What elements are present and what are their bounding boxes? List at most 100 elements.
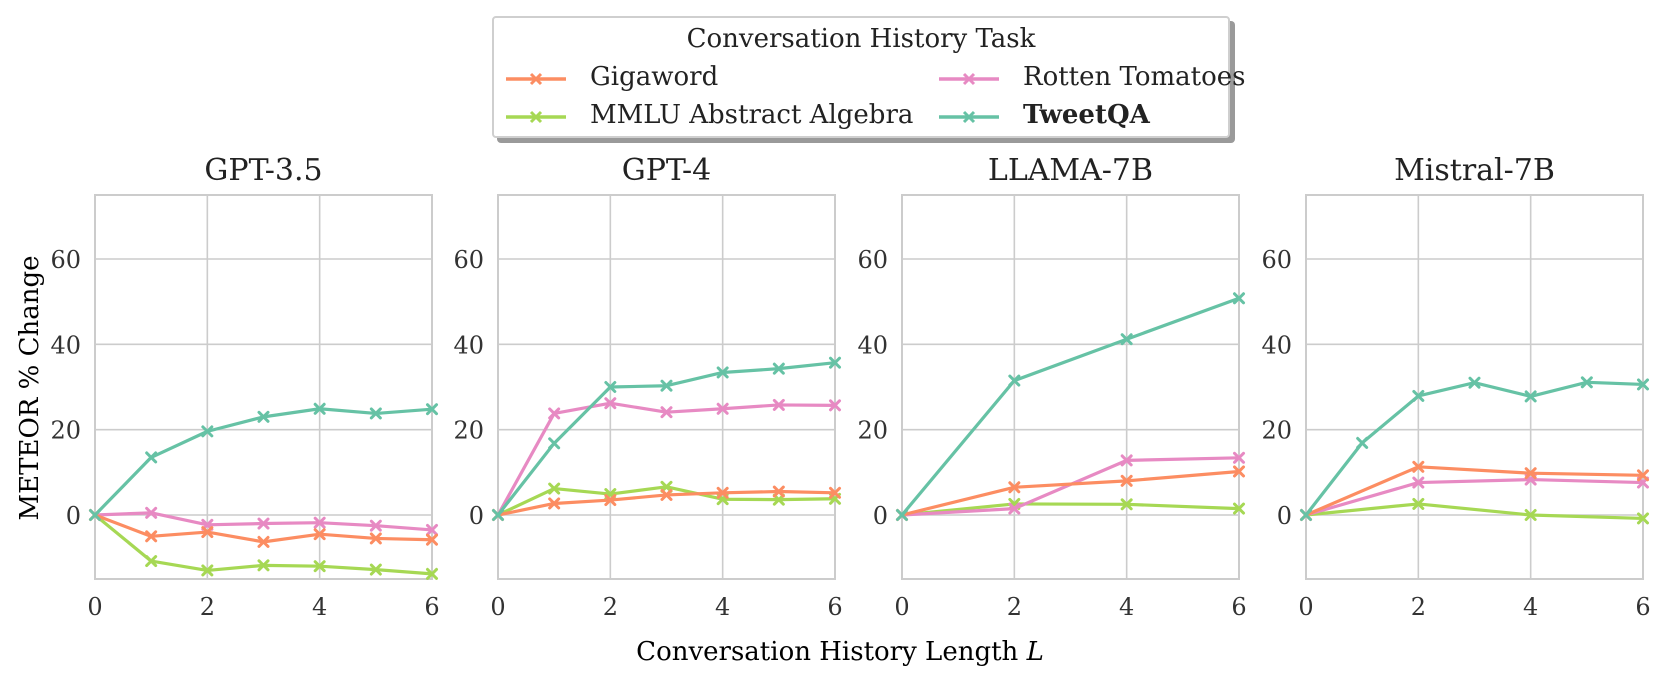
- data-point-marker: [369, 563, 382, 576]
- x-tick-label: 6: [424, 593, 439, 621]
- x-tick-label: 0: [87, 593, 102, 621]
- y-tick-label: 40: [453, 331, 484, 359]
- data-point-marker: [369, 407, 382, 420]
- panel-title: GPT-3.5: [204, 153, 322, 188]
- data-point-marker: [604, 494, 617, 507]
- data-point-marker: [1580, 376, 1593, 389]
- x-tick-label: 0: [1298, 593, 1313, 621]
- y-tick-label: 20: [50, 417, 81, 445]
- data-point-marker: [896, 509, 908, 521]
- data-point-marker: [1233, 451, 1245, 464]
- data-point-marker: [1412, 460, 1425, 473]
- data-point-marker: [604, 397, 617, 410]
- y-tick-label: 0: [1277, 502, 1292, 530]
- panel-title: LLAMA-7B: [988, 153, 1153, 188]
- data-point-marker: [1637, 469, 1649, 482]
- panel-title: Mistral-7B: [1394, 153, 1555, 188]
- plot-frame: [497, 194, 836, 580]
- y-tick-label: 60: [50, 246, 81, 274]
- legend-marker-rotten-tomatoes: [939, 72, 999, 86]
- data-point-marker: [145, 530, 158, 543]
- x-tick-label: 4: [715, 593, 730, 621]
- series-tweetqa: [492, 356, 841, 521]
- y-tick-label: 60: [1261, 246, 1292, 274]
- y-axis-label: METEOR % Change: [15, 256, 45, 521]
- series-line-rotten-tomatoes: [1305, 477, 1644, 517]
- data-point-marker: [772, 485, 785, 498]
- data-point-marker: [1008, 502, 1021, 515]
- data-point-marker: [1233, 502, 1245, 515]
- data-point-marker: [257, 559, 270, 572]
- data-point-marker: [89, 509, 101, 521]
- data-point-marker: [313, 560, 326, 573]
- y-tick-label: 40: [50, 331, 81, 359]
- data-point-marker: [1300, 509, 1312, 521]
- data-point-marker: [426, 523, 438, 536]
- data-point-marker: [1233, 292, 1245, 305]
- plot-frame: [1305, 194, 1644, 580]
- y-tick-label: 0: [469, 502, 484, 530]
- x-axis-label-var: L: [1026, 637, 1044, 667]
- x-tick-label: 2: [1007, 593, 1022, 621]
- y-tick-label: 40: [857, 331, 888, 359]
- data-point-marker: [426, 403, 438, 416]
- x-axis-label: Conversation History Length L: [636, 637, 1044, 667]
- legend-label-tweetqa: TweetQA: [1023, 100, 1150, 130]
- data-point-marker: [369, 532, 382, 545]
- x-tick-label: 0: [490, 593, 505, 621]
- series-tweetqa: [89, 402, 438, 521]
- series-tweetqa: [896, 292, 1245, 521]
- data-point-marker: [313, 516, 326, 529]
- data-point-marker: [1524, 509, 1537, 521]
- data-point-marker: [1637, 378, 1649, 391]
- data-point-marker: [201, 425, 214, 438]
- series-line-gigaword: [901, 469, 1240, 517]
- data-point-marker: [257, 517, 270, 530]
- data-point-marker: [660, 488, 673, 501]
- legend-marker-gigaword: [506, 72, 566, 86]
- data-point-marker: [716, 402, 729, 415]
- y-tick-label: 20: [453, 417, 484, 445]
- data-point-marker: [1120, 454, 1133, 467]
- series-line-mmlu-abstract-algebra: [901, 502, 1240, 517]
- series-mmlu-abstract-algebra: [492, 480, 841, 521]
- plot-frame: [94, 194, 433, 580]
- y-tick-label: 20: [1261, 417, 1292, 445]
- x-tick-label: 4: [1523, 593, 1538, 621]
- series-tweetqa: [1300, 376, 1649, 521]
- legend-title: Conversation History Task: [686, 24, 1036, 54]
- series-line-gigaword: [94, 513, 433, 544]
- legend-marker-mmlu: [506, 110, 566, 124]
- data-point-marker: [1120, 498, 1133, 511]
- data-point-marker: [257, 410, 270, 423]
- series-mmlu-abstract-algebra: [896, 497, 1245, 521]
- x-tick-label: 2: [603, 593, 618, 621]
- data-point-marker: [548, 407, 561, 420]
- data-point-marker: [1120, 474, 1133, 487]
- x-tick-label: 6: [1635, 593, 1650, 621]
- legend-marker-tweetqa: [939, 110, 999, 124]
- y-tick-label: 0: [873, 502, 888, 530]
- data-point-marker: [201, 526, 214, 539]
- series-rotten-tomatoes: [89, 506, 438, 536]
- panel-title: GPT-4: [622, 153, 712, 188]
- data-point-marker: [1412, 389, 1425, 402]
- data-point-marker: [1524, 390, 1537, 403]
- data-point-marker: [492, 509, 504, 521]
- data-point-marker: [548, 437, 561, 450]
- data-point-marker: [1412, 497, 1425, 510]
- data-point-marker: [1008, 481, 1021, 494]
- legend-label-mmlu: MMLU Abstract Algebra: [590, 100, 914, 130]
- data-point-marker: [604, 381, 617, 393]
- data-point-marker: [1524, 467, 1537, 480]
- x-tick-label: 4: [1119, 593, 1134, 621]
- series-line-tweetqa: [1304, 380, 1644, 516]
- series-rotten-tomatoes: [492, 397, 841, 521]
- series-gigaword: [89, 509, 438, 548]
- y-tick-label: 20: [857, 417, 888, 445]
- data-point-marker: [716, 366, 729, 379]
